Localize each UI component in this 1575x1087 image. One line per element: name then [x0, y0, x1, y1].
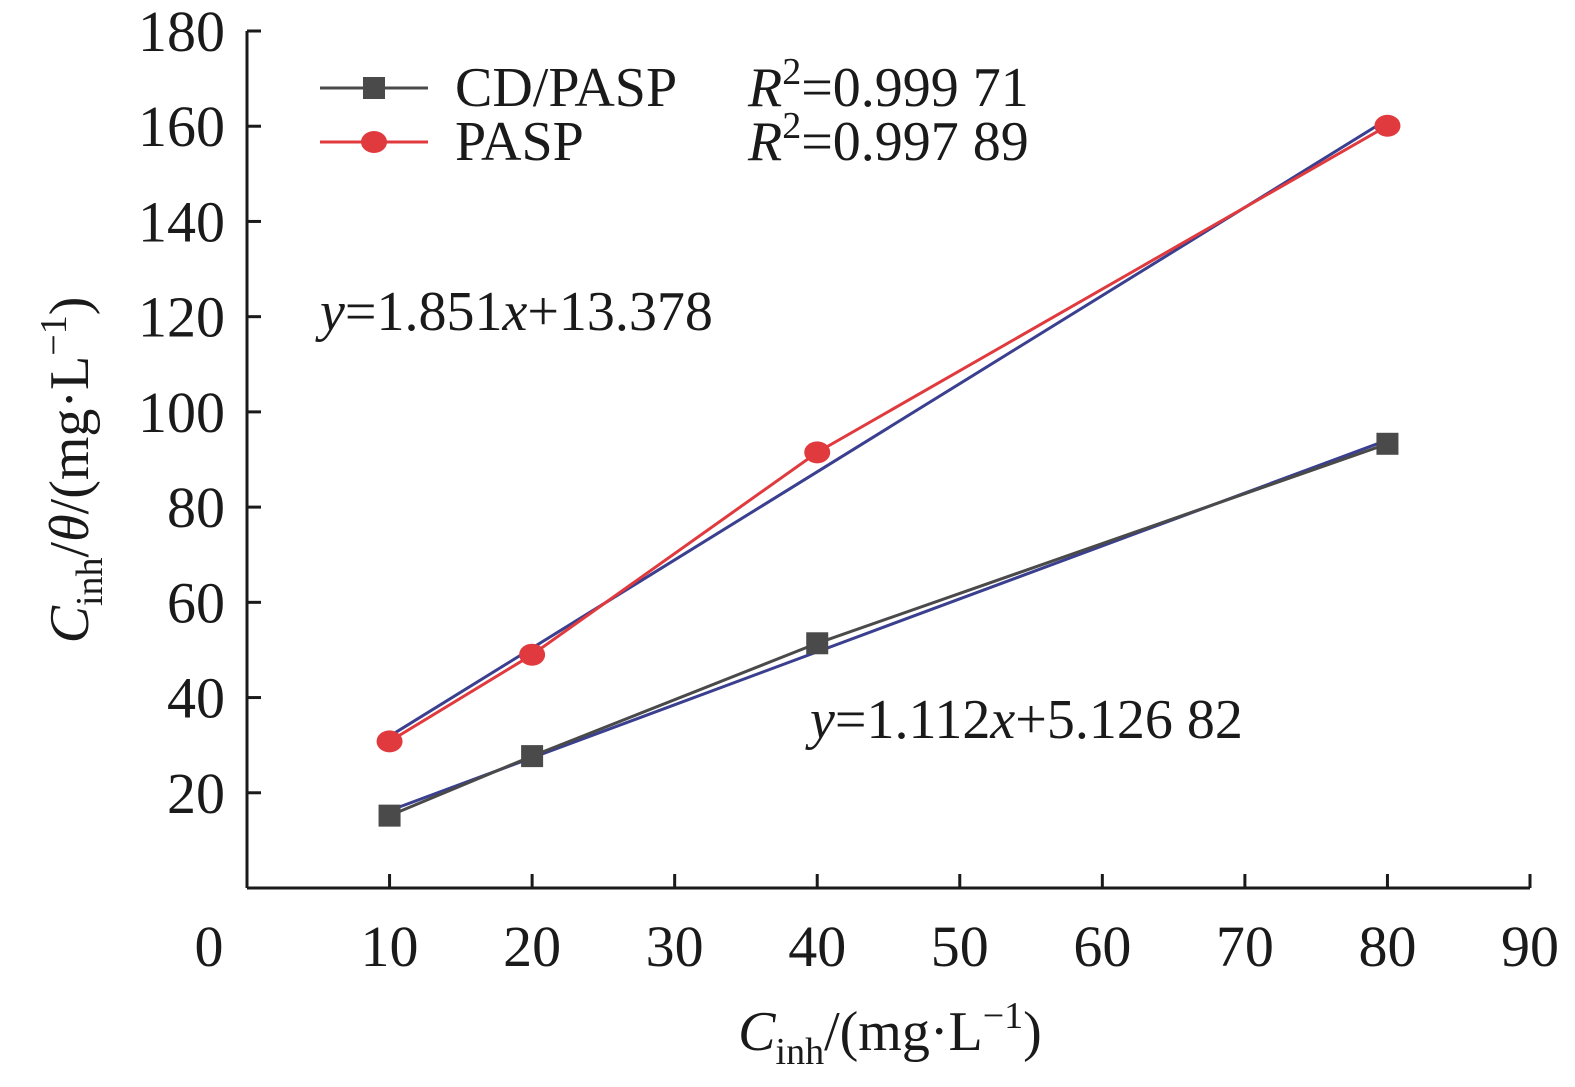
y-title-unit-close: ) [39, 297, 101, 316]
point-cdpasp [378, 804, 401, 827]
point-cdpasp [521, 745, 544, 768]
markers [376, 114, 1401, 827]
legend-marker-pasp [361, 131, 387, 153]
y-tick-label: 40 [167, 666, 225, 731]
y-tick-label: 160 [138, 94, 225, 159]
x-tick-label: 20 [503, 914, 561, 979]
legend-label-pasp: PASP [455, 111, 584, 173]
y-tick-label: 100 [138, 380, 225, 445]
eq-pasp-x: x [501, 281, 527, 343]
x-title-sub: inh [776, 1031, 825, 1073]
eq-cdpasp-x: x [989, 689, 1015, 751]
legend-r2-value-pasp: =0.997 89 [801, 111, 1029, 173]
legend-r2-sup-pasp: 2 [782, 105, 801, 147]
eq-pasp-y: y [315, 281, 345, 343]
series-line-cdpasp [388, 442, 1388, 818]
y-tick-label: 20 [167, 761, 225, 826]
y-title-theta: θ [39, 514, 101, 542]
y-title-slash: / [39, 541, 101, 557]
point-pasp [376, 730, 403, 753]
x-title-unit-close: ) [1023, 1001, 1042, 1063]
x-tick-label: 90 [1501, 914, 1559, 979]
legend: CD/PASP R2=0.999 71 PASP R2=0.997 89 [320, 51, 1029, 173]
x-ticks: 0 10 20 30 40 50 60 70 80 90 [195, 874, 1559, 979]
x-tick-label: 40 [788, 914, 846, 979]
eq-cdpasp-slope: =1.112 [835, 689, 991, 751]
legend-r2-label-pasp: R [747, 111, 782, 173]
x-title-unit-sup: −1 [983, 995, 1023, 1037]
x-axis-title: Cinh/(mg·L−1) [738, 995, 1042, 1073]
x-tick-label: 80 [1358, 914, 1416, 979]
series-line-pasp [388, 124, 1389, 743]
series-lines [388, 124, 1389, 818]
y-title-unit-sup: −1 [33, 315, 75, 355]
legend-marker-cdpasp [363, 77, 385, 99]
legend-r2-sup-cdpasp: 2 [782, 51, 801, 93]
y-axis-title: Cinh/θ/(mg·L−1) [33, 297, 111, 644]
y-tick-label: 140 [138, 189, 225, 254]
eq-pasp-intercept: +13.378 [527, 281, 713, 343]
equation-pasp: y=1.851x+13.378 [315, 281, 713, 343]
y-title-sub: inh [69, 557, 111, 606]
y-tick-label: 80 [167, 475, 225, 540]
legend-r2-label-cdpasp: R [747, 57, 782, 119]
equation-cdpasp: y=1.112x+5.126 82 [805, 689, 1243, 751]
point-pasp [519, 643, 546, 666]
axes: 20 40 60 80 100 120 140 160 180 0 10 20 30 40 50 60 70 8… [138, 0, 1559, 979]
point-pasp [1374, 114, 1401, 137]
x-tick-label: 70 [1216, 914, 1274, 979]
eq-cdpasp-y: y [805, 689, 835, 751]
y-tick-label: 120 [138, 285, 225, 350]
legend-r2-cdpasp: R2=0.999 71 [747, 51, 1029, 119]
y-tick-label: 180 [138, 0, 225, 64]
point-cdpasp [1376, 432, 1399, 455]
legend-r2-pasp: R2=0.997 89 [747, 105, 1029, 173]
y-tick-label: 60 [167, 570, 225, 635]
y-ticks: 20 40 60 80 100 120 140 160 180 [138, 0, 261, 826]
x-tick-label: 60 [1073, 914, 1131, 979]
legend-r2-value-cdpasp: =0.999 71 [801, 57, 1029, 119]
y-title-var: C [39, 605, 101, 643]
x-title-var: C [738, 1001, 776, 1063]
x-tick-label: 30 [646, 914, 704, 979]
eq-cdpasp-intercept: +5.126 82 [1015, 689, 1243, 751]
x-title-unit: /(mg·L [824, 1001, 983, 1063]
y-title-unit: /(mg·L [39, 356, 101, 515]
point-pasp [804, 441, 831, 464]
eq-pasp-slope: =1.851 [345, 281, 503, 343]
x-tick-label: 10 [361, 914, 419, 979]
x-tick-label: 0 [195, 914, 224, 979]
x-tick-label: 50 [931, 914, 989, 979]
point-cdpasp [806, 632, 829, 655]
legend-label-cdpasp: CD/PASP [455, 57, 677, 119]
